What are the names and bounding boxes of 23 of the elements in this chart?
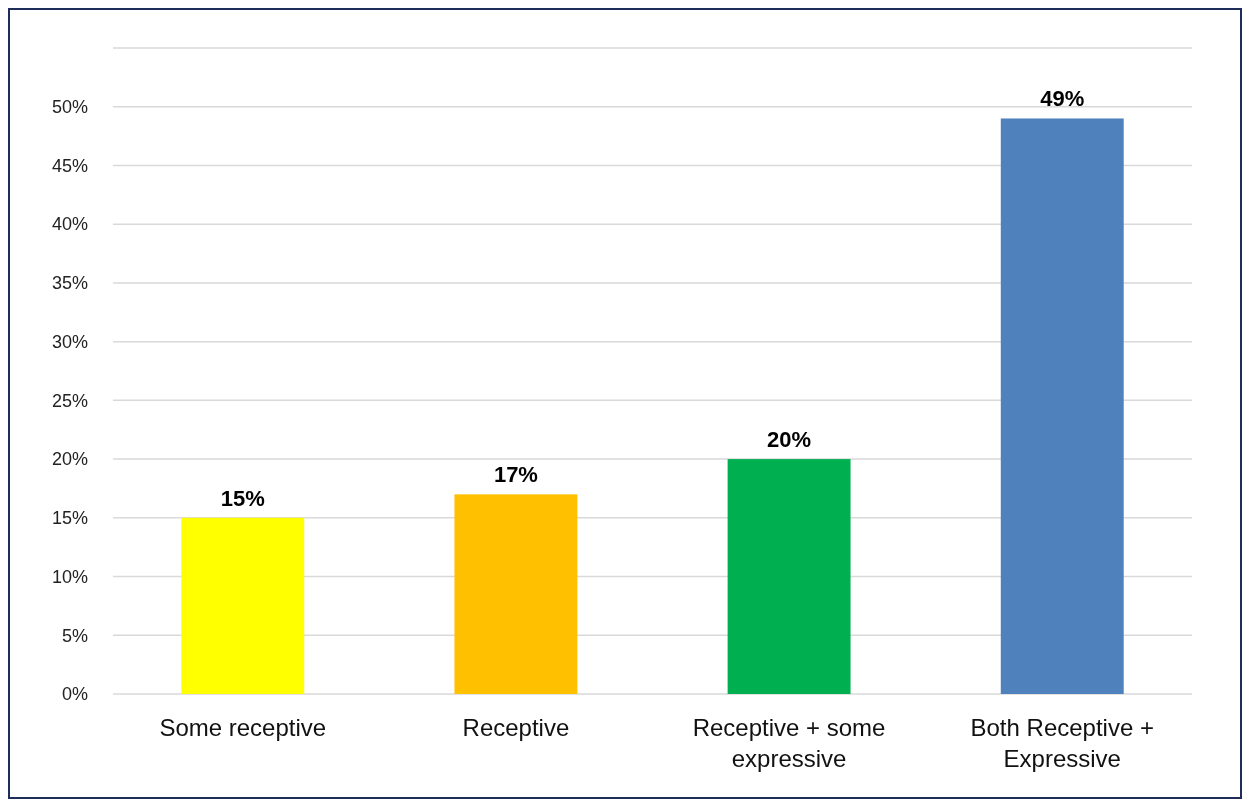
y-tick-label: 5% <box>61 625 88 646</box>
data-label: 15% <box>220 485 265 511</box>
y-tick-label: 30% <box>51 331 88 352</box>
y-tick-label: 25% <box>51 390 88 411</box>
y-tick-label: 45% <box>51 155 88 176</box>
data-label: 20% <box>767 427 812 453</box>
data-label: 49% <box>1040 86 1085 112</box>
y-tick-label: 50% <box>51 97 88 118</box>
y-tick-label: 40% <box>51 214 88 235</box>
x-tick-label: Some receptive <box>159 714 327 741</box>
y-tick-label: 15% <box>51 508 88 529</box>
x-tick-label: Both Receptive + Expressive <box>970 714 1154 772</box>
y-tick-label: 10% <box>51 566 88 587</box>
bar <box>1000 118 1124 694</box>
bar <box>727 459 851 694</box>
y-tick-label: 35% <box>51 273 88 294</box>
x-tick-label: Receptive + some expressive <box>692 714 886 772</box>
data-label: 17% <box>493 462 538 488</box>
bar <box>181 517 305 694</box>
y-tick-label: 0% <box>61 684 88 705</box>
x-tick-label: Receptive <box>462 714 570 741</box>
y-tick-label: 20% <box>51 449 88 470</box>
bar <box>454 494 578 694</box>
